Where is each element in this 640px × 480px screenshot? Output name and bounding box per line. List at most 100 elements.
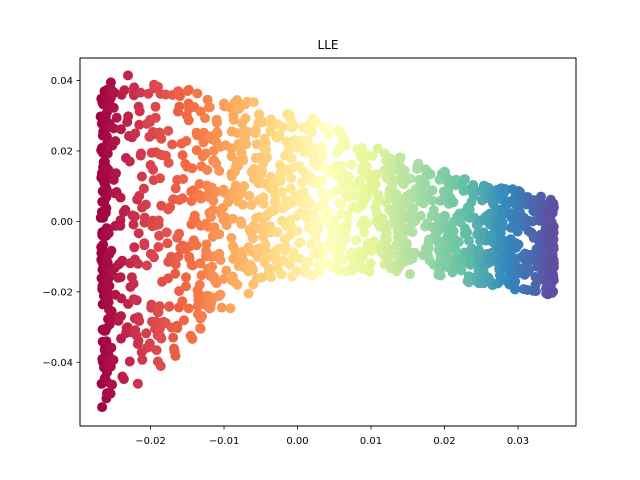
scatter-point: [276, 269, 287, 280]
scatter-point: [274, 129, 285, 140]
scatter-point: [299, 187, 309, 197]
scatter-point: [101, 184, 112, 195]
scatter-point: [216, 302, 227, 313]
scatter-point: [453, 236, 464, 247]
scatter-point: [98, 239, 109, 250]
scatter-point: [110, 136, 121, 147]
scatter-point: [175, 91, 185, 102]
scatter-point: [104, 280, 115, 291]
scatter-point: [340, 233, 351, 244]
scatter-point: [154, 230, 165, 241]
scatter-point: [119, 85, 130, 96]
scatter-point: [153, 215, 164, 226]
scatter-point: [137, 354, 148, 365]
scatter-point: [272, 227, 283, 238]
scatter-point: [427, 185, 438, 196]
scatter-point: [208, 204, 219, 215]
scatter-point: [220, 212, 231, 223]
scatter-point: [420, 178, 431, 189]
scatter-point: [372, 143, 383, 154]
scatter-point: [460, 174, 470, 185]
scatter-point: [307, 127, 318, 138]
scatter-point: [435, 270, 446, 281]
scatter-point: [510, 284, 520, 295]
scatter-point: [275, 175, 286, 186]
scatter-point: [298, 165, 308, 176]
scatter-point: [172, 323, 183, 334]
scatter-point: [275, 167, 286, 178]
scatter-point: [405, 173, 416, 184]
scatter-point: [187, 333, 198, 344]
scatter-point: [364, 266, 375, 277]
scatter-point: [133, 335, 144, 346]
scatter-point: [139, 212, 150, 223]
scatter-point: [510, 276, 521, 287]
scatter-point: [275, 160, 285, 171]
chart-title: LLE: [318, 38, 339, 52]
scatter-point: [464, 235, 474, 246]
scatter-point: [513, 239, 524, 250]
scatter-point: [115, 192, 126, 203]
scatter-point: [428, 205, 439, 216]
scatter-point: [257, 117, 268, 127]
scatter-point: [150, 112, 161, 123]
scatter-point: [548, 221, 559, 232]
scatter-point: [359, 227, 370, 238]
scatter-point: [346, 159, 357, 170]
scatter-point: [156, 333, 167, 344]
scatter-point: [123, 111, 134, 122]
scatter-point: [464, 204, 475, 215]
scatter-point: [462, 227, 473, 238]
scatter-point: [155, 361, 166, 372]
scatter-point: [362, 218, 372, 229]
scatter-point: [163, 273, 174, 284]
scatter-point: [317, 150, 328, 161]
scatter-point: [141, 260, 152, 271]
scatter-point: [500, 184, 511, 194]
scatter-point: [154, 301, 165, 312]
scatter-point: [133, 228, 144, 239]
scatter-point: [236, 218, 247, 229]
scatter-point: [307, 142, 318, 153]
scatter-point: [134, 106, 145, 117]
scatter-point: [241, 139, 252, 150]
scatter-point: [238, 155, 249, 166]
scatter-point: [512, 226, 523, 237]
scatter-point: [440, 211, 451, 222]
x-tick-label: 0.03: [507, 436, 529, 447]
scatter-point: [288, 120, 299, 131]
scatter-point: [365, 258, 376, 269]
scatter-point: [316, 142, 327, 152]
scatter-point: [177, 150, 188, 161]
y-tick-label: −0.04: [42, 358, 73, 369]
scatter-point: [237, 199, 248, 210]
scatter-point: [405, 269, 415, 280]
scatter-point: [166, 251, 177, 262]
scatter-point: [408, 203, 419, 214]
scatter-point: [134, 119, 145, 130]
scatter-point: [248, 233, 258, 244]
scatter-point: [167, 139, 178, 150]
scatter-point: [187, 260, 198, 271]
scatter-point: [123, 70, 133, 81]
scatter-point: [204, 102, 215, 113]
scatter-point: [468, 191, 479, 202]
scatter-point: [524, 264, 535, 275]
x-tick-label: −0.02: [135, 436, 166, 447]
scatter-point: [211, 117, 222, 128]
scatter-point: [111, 168, 121, 179]
scatter-point: [116, 311, 126, 322]
scatter-point: [548, 243, 559, 254]
scatter-point: [140, 199, 151, 210]
scatter-point: [138, 183, 149, 194]
scatter-point: [151, 345, 162, 356]
scatter-point: [183, 303, 194, 314]
scatter-point: [548, 202, 559, 213]
scatter-point: [118, 374, 129, 385]
scatter-point: [260, 239, 271, 250]
scatter-point: [448, 226, 459, 237]
scatter-point: [240, 113, 251, 124]
scatter-point: [239, 181, 250, 191]
scatter-point: [128, 278, 139, 289]
scatter-point: [105, 77, 116, 88]
